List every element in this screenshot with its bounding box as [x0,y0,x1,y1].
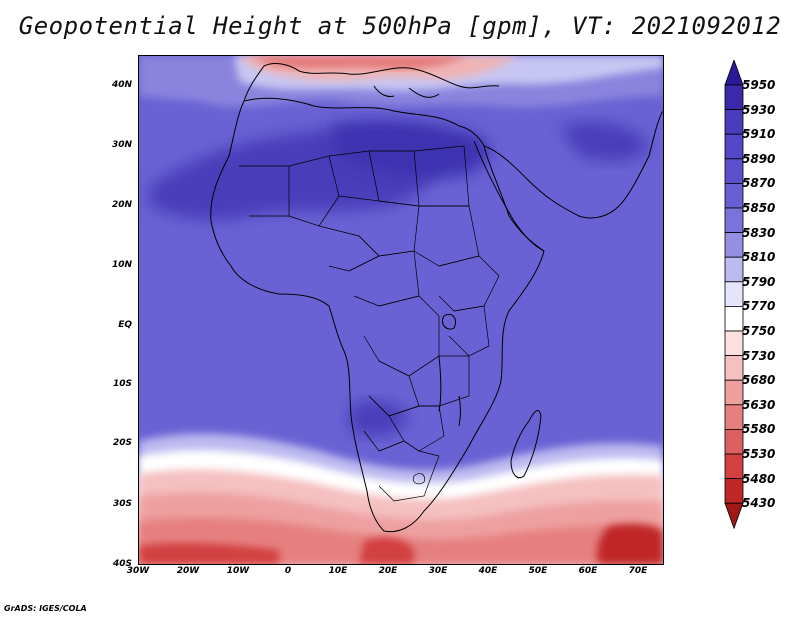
colorbar-box [724,207,744,234]
colorbar-box [724,256,744,283]
lat-label: 30N [111,140,132,150]
colorbar-top-triangle [724,60,744,86]
geopotential-map [139,56,663,564]
colorbar-box [724,478,744,504]
colorbar-box [724,355,744,381]
greece-coast [408,87,440,98]
colorbar-box [724,109,744,135]
colorbar-box [724,379,744,406]
border-mauritania [239,165,290,217]
lake-malawi [458,395,461,427]
colorbar-label: 5870 [742,176,776,191]
coastlines [210,63,663,533]
lon-label: 30E [428,566,448,576]
border-kenya-tanzania [448,305,490,357]
map-title: Geopotential Height at 500hPa [gpm], VT:… [18,12,782,40]
colorbar-box [724,183,744,209]
colorbar-box [724,84,744,111]
colorbar-bottom-triangle [724,502,744,530]
lon-label: 20E [378,566,398,576]
border-lesotho [412,473,425,485]
colorbar-box [724,232,744,258]
border-algeria [328,150,380,202]
lat-label: 40S [112,559,132,569]
field-europe-red [249,56,469,70]
lon-label: 60E [578,566,598,576]
lon-label: 10E [328,566,348,576]
lat-label: 10N [111,260,132,270]
colorbar-box [724,281,744,307]
field-southern-africa-high [349,400,409,436]
colorbar-box [724,158,744,184]
colorbar-label: 5530 [742,447,776,461]
colorbar [724,60,744,530]
madagascar-coast [510,410,542,479]
lon-label: 10W [226,566,250,576]
border-car-cameroon [348,250,420,307]
field-sw-low [139,543,279,564]
colorbar-label: 5630 [742,397,776,412]
lat-label: 30S [112,499,132,509]
europe-coast [243,63,500,102]
border-ethiopia [438,255,500,312]
colorbar-label: 5910 [742,127,776,142]
colorbar-label: 5830 [742,225,776,240]
colorbar-label: 5850 [742,201,776,215]
border-south-africa [378,440,440,502]
colorbar-box [724,330,744,357]
colorbar-label: 5930 [742,102,776,117]
colorbar-label: 5810 [742,250,776,265]
africa-coast [210,97,545,533]
colorbar-label: 5770 [742,299,776,314]
lat-label: EQ [118,320,132,330]
colorbar-label: 5480 [742,471,776,486]
colorbar-label: 5750 [742,324,776,338]
country-borders [239,145,500,502]
colorbar-label: 5730 [742,348,776,363]
colorbar-label: 5890 [742,151,776,166]
colorbar-boxes [724,60,744,530]
lat-label: 20N [111,200,132,210]
colorbar-box [724,404,744,430]
colorbar-box [724,428,744,455]
italy-coast [373,85,395,97]
colorbar-label: 5950 [742,78,776,92]
map-plot-area [138,55,664,565]
lat-label: 10S [112,379,132,389]
lon-label: 30W [126,566,150,576]
lake-tanganyika [438,355,442,412]
arabia-coast [483,110,663,219]
grads-credit: GrADS: IGES/COLA [4,604,87,613]
red-sea-coast [473,140,545,252]
lake-victoria [441,313,457,330]
lon-label: 50E [528,566,548,576]
lon-label: 0 [284,566,292,576]
colorbar-box [724,133,744,160]
lon-label: 40E [478,566,498,576]
colorbar-label: 5580 [742,422,776,437]
lon-label: 70E [628,566,648,576]
field-arabian-high [559,122,649,162]
lat-label: 40N [111,80,132,90]
lon-label: 20W [176,566,200,576]
field-south-africa-low [359,537,414,564]
colorbar-label: 5430 [742,496,776,511]
field-libya-high [329,120,490,178]
colorbar-box [724,453,744,480]
field-se-low [597,523,663,564]
colorbar-box [724,305,744,332]
colorbar-label: 5790 [742,274,776,289]
lat-label: 20S [112,438,132,448]
colorbar-label: 5680 [742,373,776,388]
